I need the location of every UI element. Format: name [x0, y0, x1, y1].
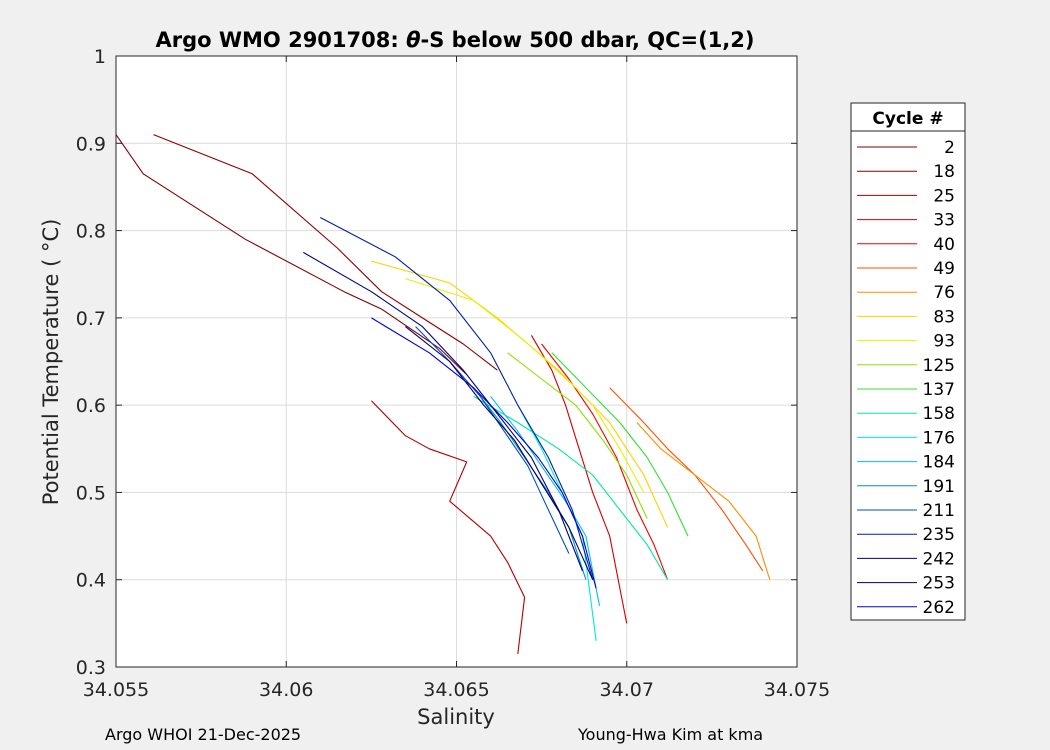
series-group	[115, 134, 771, 654]
x-tick-label: 34.07	[600, 679, 654, 701]
legend-label: 262	[923, 598, 955, 618]
series-line-cycle-262	[371, 317, 597, 589]
legend-label: 176	[923, 428, 955, 448]
legend-label: 33	[933, 211, 955, 231]
legend-label: 191	[923, 477, 955, 497]
y-tick-label: 1	[94, 46, 106, 68]
series-line-cycle-93	[405, 278, 645, 493]
series-line-cycle-125	[507, 352, 648, 519]
legend-label: 93	[933, 332, 955, 352]
grid	[115, 55, 798, 668]
legend-label: 137	[923, 380, 955, 400]
legend: Cycle # 2 18 25 33 40 49 76 83 93 125 137 158 176 184…	[850, 102, 966, 621]
legend-label: 253	[923, 574, 955, 594]
series-line-cycle-253	[405, 326, 594, 580]
legend-label: 49	[933, 259, 955, 279]
ticks	[115, 55, 798, 668]
y-tick-labels: 0.3 0.4 0.5 0.6 0.7 0.8 0.9 1	[76, 46, 106, 679]
legend-label: 76	[933, 283, 955, 303]
footer-left-credit: Argo WHOI 21-Dec-2025	[105, 725, 302, 744]
series-line-cycle-242	[303, 251, 584, 572]
x-tick-label: 34.065	[423, 679, 489, 701]
y-tick-label: 0.9	[76, 133, 106, 155]
series-line-cycle-184	[490, 396, 601, 607]
legend-label: 211	[923, 501, 955, 521]
legend-label: 184	[923, 453, 955, 473]
series-line-cycle-76	[636, 422, 771, 580]
y-tick-label: 0.8	[76, 221, 106, 243]
series-line-cycle-25	[371, 400, 526, 654]
series-line-cycle-2	[115, 134, 468, 375]
legend-label: 18	[933, 162, 955, 182]
legend-label: 242	[923, 549, 955, 569]
y-tick-label: 0.5	[76, 482, 106, 504]
y-tick-label: 0.3	[76, 657, 106, 679]
legend-label: 25	[933, 186, 955, 206]
legend-label: 40	[933, 235, 955, 255]
legend-items: 2 18 25 33 40 49 76 83 93 125 137 158 176 184 191 211 23…	[857, 138, 955, 618]
series-line-cycle-18	[153, 134, 498, 371]
legend-label: 158	[923, 404, 955, 424]
x-tick-label: 34.055	[83, 679, 149, 701]
x-tick-labels: 34.055 34.06 34.065 34.07 34.075	[83, 679, 830, 701]
y-tick-label: 0.6	[76, 395, 106, 417]
series-line-cycle-158	[473, 395, 669, 580]
legend-label: 125	[923, 356, 955, 376]
series-line-cycle-83	[371, 260, 669, 528]
legend-title: Cycle #	[872, 109, 943, 129]
series-line-cycle-33	[530, 335, 628, 624]
legend-label: 83	[933, 307, 955, 327]
x-axis-label: Salinity	[417, 705, 495, 729]
legend-label: 2	[944, 138, 955, 158]
y-axis-label: Potential Temperature ( °C)	[39, 219, 63, 506]
x-tick-label: 34.06	[259, 679, 313, 701]
y-tick-label: 0.4	[76, 570, 106, 592]
series-line-cycle-40	[541, 343, 669, 580]
chart-title: Argo WMO 2901708: θ-S below 500 dbar, QC…	[155, 28, 754, 52]
series-line-cycle-137	[551, 352, 689, 537]
y-tick-label: 0.7	[76, 308, 106, 330]
x-tick-label: 34.075	[764, 679, 830, 701]
series-line-cycle-235	[320, 217, 594, 580]
legend-label: 235	[923, 525, 955, 545]
footer-right-credit: Young-Hwa Kim at kma	[578, 725, 764, 744]
